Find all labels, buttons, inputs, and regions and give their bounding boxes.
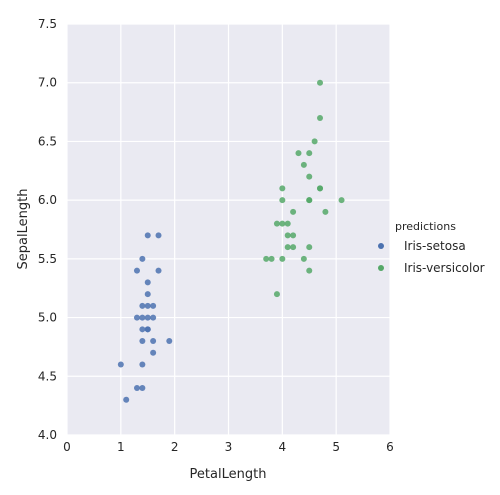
- y-tick-label: 6.0: [38, 193, 57, 207]
- data-point: [123, 396, 130, 403]
- data-point: [284, 220, 291, 227]
- x-tick-label: 4: [279, 440, 287, 454]
- x-axis-title: PetalLength: [190, 467, 267, 482]
- x-tick-label: 5: [332, 440, 340, 454]
- data-point: [279, 197, 286, 204]
- data-point: [279, 185, 286, 192]
- data-point: [133, 267, 140, 274]
- series-versicolor: [263, 79, 345, 298]
- data-point: [317, 114, 324, 121]
- data-point: [144, 279, 151, 286]
- data-point: [300, 255, 307, 262]
- data-point: [311, 138, 318, 145]
- data-point: [284, 232, 291, 239]
- legend-title: predictions: [395, 220, 456, 233]
- data-point: [144, 326, 151, 333]
- data-point: [139, 302, 146, 309]
- data-point: [273, 220, 280, 227]
- data-point: [263, 255, 270, 262]
- y-tick-label: 7.5: [38, 17, 57, 31]
- data-point: [139, 385, 146, 392]
- y-tick-label: 7.0: [38, 76, 57, 90]
- legend-marker-setosa: [378, 243, 384, 249]
- data-point: [139, 314, 146, 321]
- data-point: [139, 338, 146, 345]
- data-point: [306, 197, 313, 204]
- data-point: [306, 150, 313, 157]
- data-point: [144, 291, 151, 298]
- data-point: [133, 385, 140, 392]
- y-tick-label: 6.5: [38, 134, 57, 148]
- series-setosa: [117, 232, 173, 403]
- data-point: [300, 161, 307, 168]
- legend-label-setosa: Iris-setosa: [404, 239, 466, 253]
- y-tick-label: 5.0: [38, 311, 57, 325]
- data-point: [306, 244, 313, 251]
- x-tick-label: 2: [171, 440, 179, 454]
- data-point: [338, 197, 345, 204]
- data-point: [295, 150, 302, 157]
- data-point: [317, 79, 324, 86]
- y-axis-title: SepalLength: [16, 189, 31, 270]
- data-point: [317, 185, 324, 192]
- data-point: [322, 208, 329, 215]
- x-tick-label: 3: [225, 440, 233, 454]
- data-point: [144, 232, 151, 239]
- data-point: [150, 338, 157, 345]
- data-point: [290, 244, 297, 251]
- data-point: [284, 244, 291, 251]
- data-point: [139, 361, 146, 368]
- data-point: [155, 232, 162, 239]
- data-point: [150, 302, 157, 309]
- y-tick-label: 4.0: [38, 428, 57, 442]
- data-point: [139, 326, 146, 333]
- data-point: [144, 302, 151, 309]
- data-point: [150, 314, 157, 321]
- x-tick-label: 6: [386, 440, 394, 454]
- grid-lines: [66, 23, 391, 436]
- tick-labels: 0 1 2 3 4 5 6 4.0 4.5 5.0 5.5 6.0 6.5 7.0 7.5: [38, 17, 394, 454]
- legend: predictions Iris-setosa Iris-versicolor: [378, 220, 485, 275]
- data-point: [166, 338, 173, 345]
- data-points: [117, 79, 345, 403]
- y-tick-label: 5.5: [38, 252, 57, 266]
- data-point: [306, 267, 313, 274]
- data-point: [279, 255, 286, 262]
- data-point: [268, 255, 275, 262]
- data-point: [139, 255, 146, 262]
- data-point: [279, 220, 286, 227]
- data-point: [290, 232, 297, 239]
- data-point: [117, 361, 124, 368]
- data-point: [133, 314, 140, 321]
- data-point: [273, 291, 280, 298]
- data-point: [150, 349, 157, 356]
- data-point: [306, 173, 313, 180]
- data-point: [290, 208, 297, 215]
- data-point: [155, 267, 162, 274]
- y-tick-label: 4.5: [38, 369, 57, 383]
- legend-marker-versicolor: [378, 265, 384, 271]
- x-tick-label: 1: [117, 440, 125, 454]
- legend-label-versicolor: Iris-versicolor: [404, 261, 485, 275]
- x-tick-label: 0: [63, 440, 71, 454]
- data-point: [144, 314, 151, 321]
